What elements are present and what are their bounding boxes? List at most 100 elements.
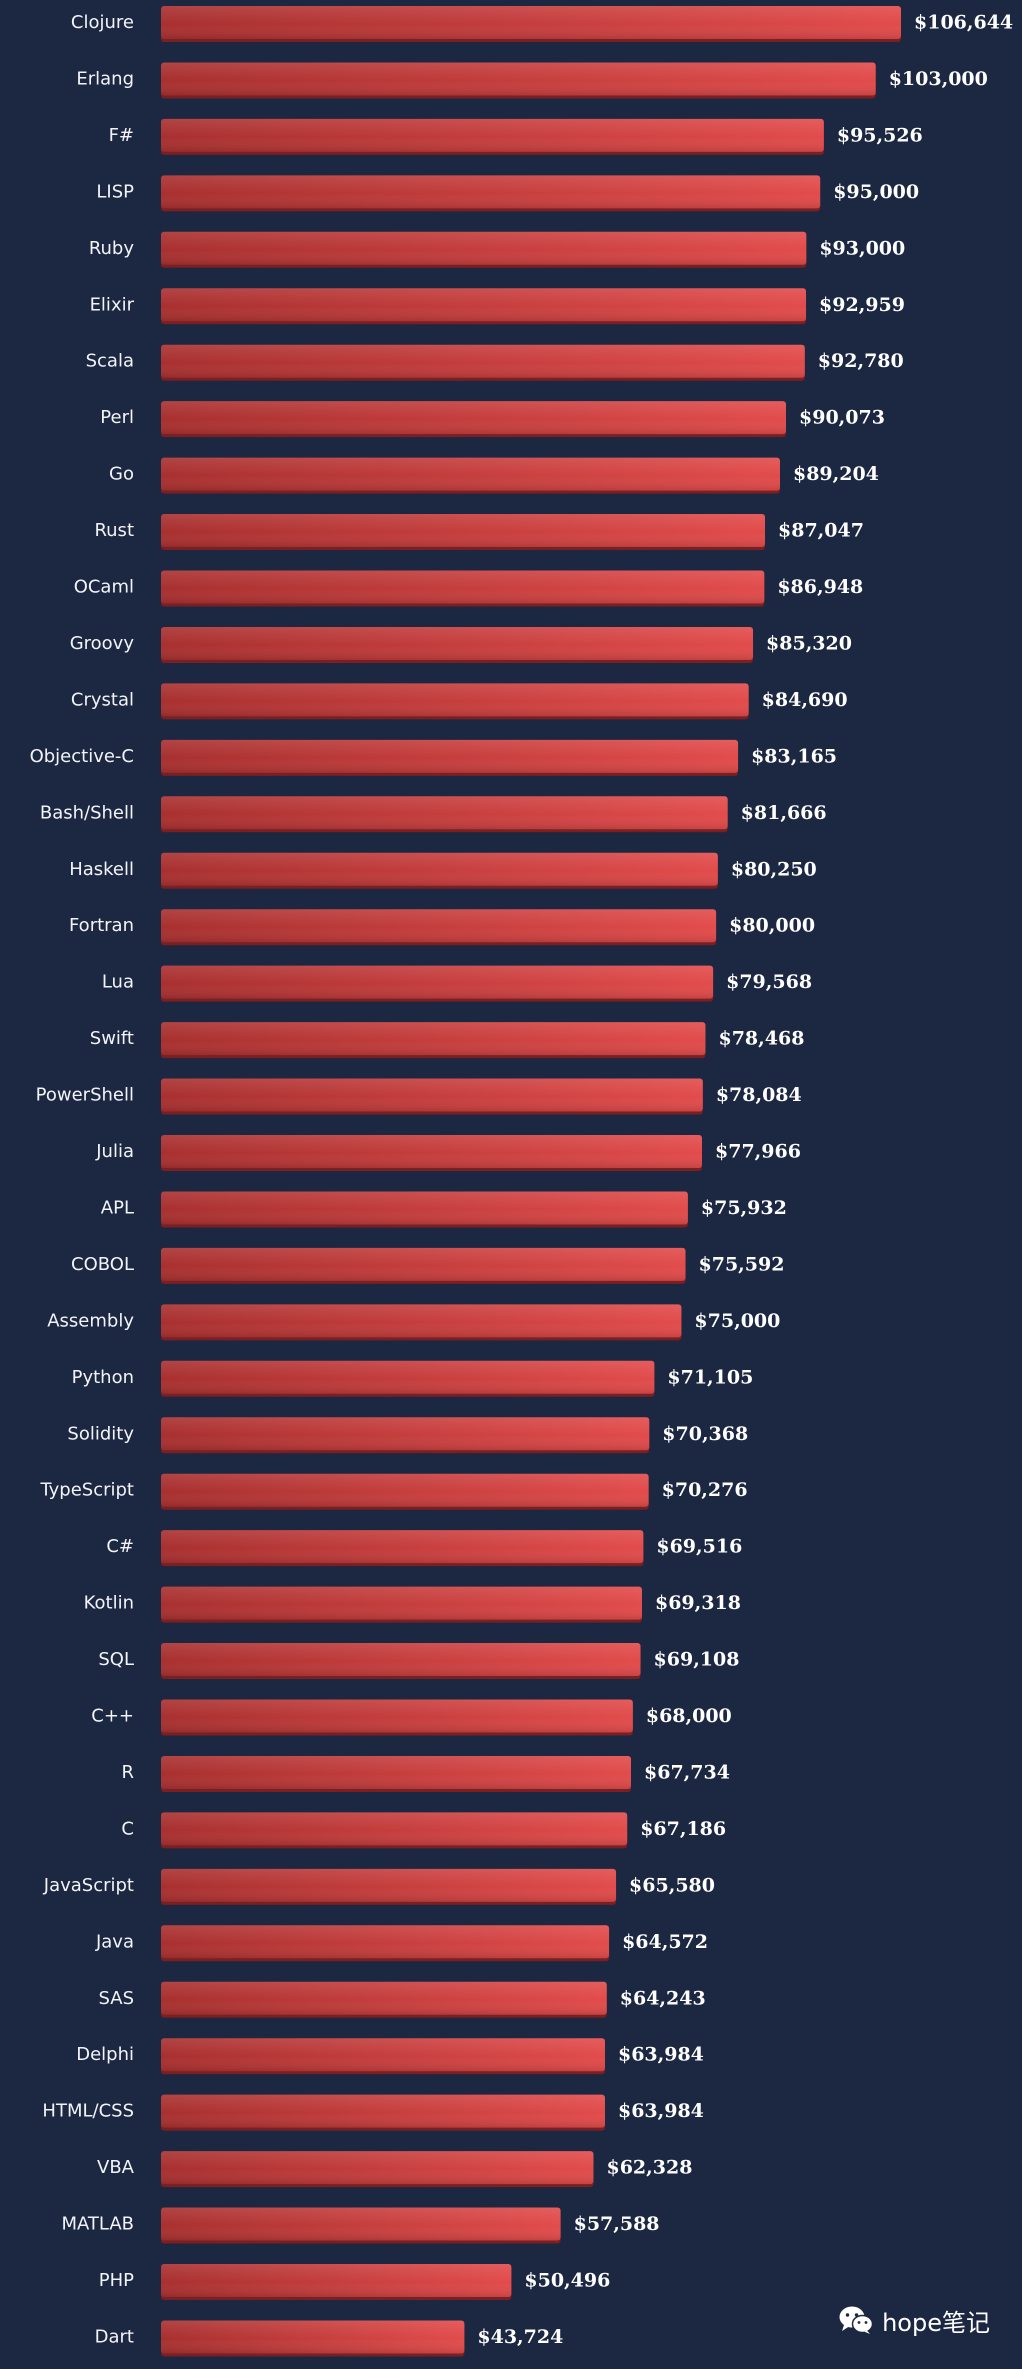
bar-shine xyxy=(161,1699,633,1733)
bar-shine xyxy=(161,1981,607,2015)
value-label: $89,204 xyxy=(793,463,879,485)
bar-row-f: F# $95,526 xyxy=(109,118,923,155)
value-label: $43,724 xyxy=(477,2326,563,2348)
bar-row-sql: SQL $69,108 xyxy=(98,1643,739,1680)
bar-shine xyxy=(161,852,718,886)
bar-shine xyxy=(161,401,787,435)
bar-row-kotlin: Kotlin $69,318 xyxy=(84,1586,741,1623)
bar-row-matlab: MATLAB $57,588 xyxy=(61,2207,660,2244)
bar-row-elixir: Elixir $92,959 xyxy=(90,288,905,325)
category-label: Clojure xyxy=(71,12,134,33)
value-label: $92,959 xyxy=(819,294,905,316)
bar-row-swift: Swift $78,468 xyxy=(90,1022,804,1059)
category-label: APL xyxy=(101,1197,134,1218)
category-label: Kotlin xyxy=(84,1593,134,1614)
category-label: PHP xyxy=(99,2270,134,2291)
bar-shine xyxy=(161,965,714,999)
bar-row-r: R $67,734 xyxy=(121,1755,730,1792)
value-label: $67,186 xyxy=(640,1818,726,1840)
bar-row-c: C++ $68,000 xyxy=(91,1699,732,1736)
category-label: C xyxy=(121,1818,134,1839)
bar-shine xyxy=(161,231,807,265)
category-label: Objective-C xyxy=(30,746,134,767)
category-label: Delphi xyxy=(76,2044,134,2065)
category-label: Swift xyxy=(90,1028,134,1049)
bar-shine xyxy=(161,1755,632,1789)
bar-shine xyxy=(161,796,728,830)
category-label: PowerShell xyxy=(36,1085,134,1106)
category-label: JavaScript xyxy=(43,1875,134,1896)
watermark-text: hope笔记 xyxy=(882,2308,990,2337)
value-label: $67,734 xyxy=(644,1761,730,1783)
category-label: Elixir xyxy=(90,294,135,315)
bar-shine xyxy=(161,626,754,660)
bar-row-ocaml: OCaml $86,948 xyxy=(74,570,863,607)
bar-shine xyxy=(161,1135,703,1168)
value-label: $80,250 xyxy=(731,858,817,880)
bar-row-python: Python $71,105 xyxy=(72,1360,753,1397)
bar-row-apl: APL $75,932 xyxy=(101,1191,787,1228)
category-label: Ruby xyxy=(89,238,135,259)
bar-row-delphi: Delphi $63,984 xyxy=(76,2038,704,2075)
value-label: $64,243 xyxy=(620,1987,706,2009)
category-label: OCaml xyxy=(74,577,134,598)
value-label: $75,592 xyxy=(699,1253,785,1275)
bar-row-crystal: Crystal $84,690 xyxy=(71,683,848,720)
bar-row-cobol: COBOL $75,592 xyxy=(71,1247,785,1284)
value-label: $75,000 xyxy=(694,1310,780,1332)
category-label: Bash/Shell xyxy=(40,802,134,823)
bar-row-typescript: TypeScript $70,276 xyxy=(39,1473,748,1510)
bar-shine xyxy=(161,909,717,943)
bar-shine xyxy=(161,2207,561,2241)
value-label: $83,165 xyxy=(751,745,837,767)
bar-row-powershell: PowerShell $78,084 xyxy=(36,1078,802,1115)
category-label: C# xyxy=(106,1536,134,1557)
bar-row-lisp: LISP $95,000 xyxy=(96,175,919,212)
value-label: $95,000 xyxy=(833,181,919,203)
bar-row-groovy: Groovy $85,320 xyxy=(70,626,852,663)
bar-shine xyxy=(161,62,876,96)
value-label: $92,780 xyxy=(818,350,904,372)
bar-row-lua: Lua $79,568 xyxy=(102,965,812,1002)
bar-shine xyxy=(161,1868,617,1902)
value-label: $69,516 xyxy=(656,1536,742,1558)
value-label: $87,047 xyxy=(778,520,864,542)
bar-shine xyxy=(161,288,807,322)
bars-layer: Clojure $106,644 Erlang $103,000 F# $95,526 LI… xyxy=(30,6,1013,2357)
bar-row-perl: Perl $90,073 xyxy=(100,401,885,438)
bar-shine xyxy=(161,683,749,717)
value-label: $106,644 xyxy=(914,12,1013,34)
bar-shine xyxy=(161,175,821,209)
bar-row-erlang: Erlang $103,000 xyxy=(76,62,988,99)
bar-row-c: C $67,186 xyxy=(121,1812,726,1849)
bar-shine xyxy=(161,1191,688,1225)
category-label: HTML/CSS xyxy=(42,2101,134,2122)
category-label: Erlang xyxy=(76,68,134,89)
value-label: $78,084 xyxy=(716,1084,802,1106)
bar-row-ruby: Ruby $93,000 xyxy=(89,231,905,268)
value-label: $69,318 xyxy=(655,1592,741,1614)
value-label: $78,468 xyxy=(718,1028,804,1050)
bar-row-c: C# $69,516 xyxy=(106,1530,742,1567)
value-label: $85,320 xyxy=(766,632,852,654)
category-label: C++ xyxy=(91,1706,134,1727)
bar-shine xyxy=(161,514,766,548)
value-label: $84,690 xyxy=(762,689,848,711)
bar-row-vba: VBA $62,328 xyxy=(97,2151,692,2188)
bar-shine xyxy=(161,1304,682,1338)
bar-row-bash-shell: Bash/Shell $81,666 xyxy=(40,796,827,833)
category-label: Dart xyxy=(95,2326,134,2347)
bar-row-fortran: Fortran $80,000 xyxy=(69,909,815,946)
bar-row-objective-c: Objective-C $83,165 xyxy=(30,739,837,776)
value-label: $71,105 xyxy=(667,1366,753,1388)
value-label: $68,000 xyxy=(646,1705,732,1727)
bar-row-julia: Julia $77,966 xyxy=(95,1135,801,1171)
category-label: F# xyxy=(109,125,134,146)
category-label: Fortran xyxy=(69,915,134,936)
bar-shine xyxy=(161,1530,644,1564)
bar-shine xyxy=(161,2038,605,2072)
bar-row-sas: SAS $64,243 xyxy=(99,1981,706,2018)
category-label: Java xyxy=(95,1931,134,1952)
bar-shine xyxy=(161,1812,628,1846)
